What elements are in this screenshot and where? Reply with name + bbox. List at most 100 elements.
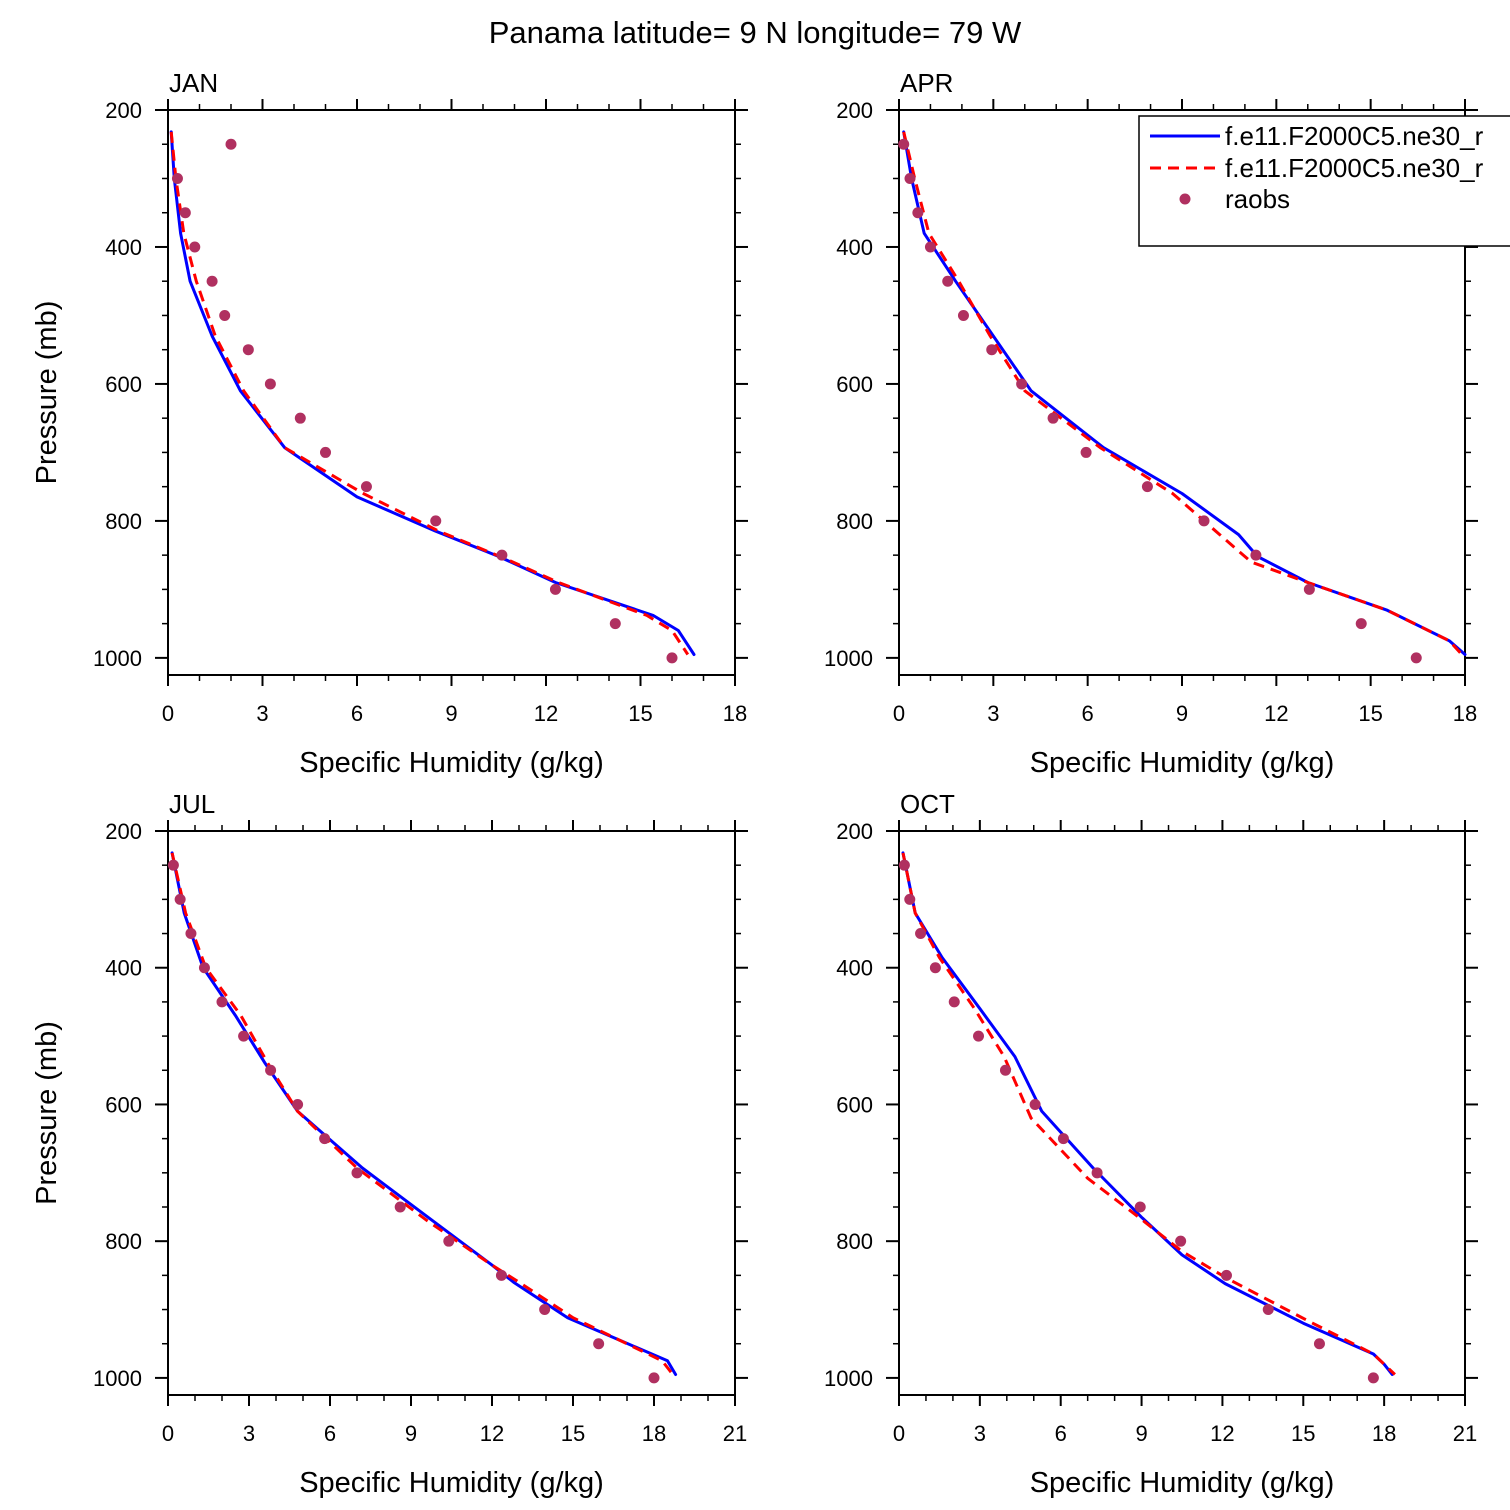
- x-axis-label: Specific Humidity (g/kg): [1030, 747, 1335, 779]
- raobs-point: [320, 446, 331, 458]
- y-axis-label: Pressure (mb): [31, 1021, 63, 1205]
- raobs-point: [167, 859, 179, 871]
- raobs-point: [264, 378, 276, 390]
- raobs-point: [1367, 1372, 1379, 1384]
- raobs-point: [496, 549, 508, 561]
- x-tick-label: 18: [1453, 701, 1477, 726]
- raobs-point: [912, 207, 924, 219]
- x-tick-label: 0: [893, 701, 905, 726]
- raobs-point: [394, 1201, 406, 1213]
- raobs-point: [351, 1167, 363, 1179]
- y-tick-label: 1000: [824, 1366, 873, 1391]
- model-solid-line: [169, 130, 696, 656]
- raobs-point: [1220, 1269, 1232, 1281]
- plot-frame: [167, 109, 736, 676]
- raobs-point: [430, 515, 442, 527]
- raobs-point: [924, 241, 936, 253]
- y-tick-label: 400: [105, 956, 142, 981]
- raobs-point: [539, 1304, 551, 1316]
- raobs-point: [1198, 515, 1210, 527]
- panel-jan: 0 3 6 9 12 15 18 200 400 600 800 1000 JAN Specific Hu…: [31, 68, 748, 779]
- y-tick-label: 1000: [93, 1366, 142, 1391]
- raobs-point: [1250, 549, 1262, 561]
- legend: f.e11.F2000C5.ne30_rf.e11.F2000C5.ne30_r…: [1138, 115, 1510, 247]
- x-tick-label: 15: [628, 701, 652, 726]
- panel-jul: 0 3 6 9 12 15 18 21 200 400 600 800 1000 JUL Specific …: [31, 789, 748, 1499]
- x-tick-label: 15: [1291, 1421, 1315, 1446]
- raobs-point: [198, 962, 210, 974]
- panel-apr: 0 3 6 9 12 15 18 200 400 600 800 1000 APR Specific Hu…: [824, 68, 1478, 779]
- raobs-point: [179, 207, 191, 219]
- raobs-point: [999, 1064, 1011, 1076]
- x-axis-label: Specific Humidity (g/kg): [1030, 1467, 1335, 1499]
- raobs-point: [549, 583, 561, 595]
- figure-title: Panama latitude= 9 N longitude= 79 W: [489, 15, 1022, 50]
- model-solid-line: [901, 851, 1394, 1376]
- y-tick-label: 1000: [93, 646, 142, 671]
- panel-oct: 0 3 6 9 12 15 18 21 200 400 600 800 1000 OCT Specific …: [824, 789, 1478, 1499]
- raobs-point: [1047, 412, 1059, 424]
- raobs-point: [1057, 1133, 1069, 1145]
- panel-label: APR: [900, 68, 953, 98]
- raobs-point: [1134, 1201, 1146, 1213]
- x-tick-label: 9: [1176, 701, 1188, 726]
- y-tick-label: 800: [105, 1229, 142, 1254]
- y-tick-label: 200: [836, 98, 873, 123]
- raobs-point: [904, 172, 916, 184]
- y-tick-label: 200: [836, 819, 873, 844]
- y-tick-label: 600: [105, 1092, 142, 1117]
- raobs-point: [1410, 652, 1422, 664]
- raobs-point: [443, 1235, 455, 1247]
- raobs-point: [915, 928, 927, 940]
- y-tick-label: 800: [836, 509, 873, 534]
- y-tick-label: 400: [836, 235, 873, 260]
- panel-label: JAN: [169, 68, 218, 98]
- raobs-point: [1141, 481, 1153, 493]
- raobs-point: [319, 1133, 331, 1145]
- raobs-point: [495, 1269, 507, 1281]
- x-tick-label: 6: [324, 1421, 336, 1446]
- raobs-point: [898, 138, 910, 150]
- raobs-point: [219, 309, 231, 321]
- raobs-point: [294, 412, 306, 424]
- raobs-point: [242, 344, 254, 356]
- x-tick-label: 21: [1453, 1421, 1477, 1446]
- x-tick-label: 18: [723, 701, 747, 726]
- x-tick-label: 21: [723, 1421, 747, 1446]
- raobs-point: [957, 309, 969, 321]
- legend-entry: raobs: [1225, 184, 1290, 214]
- model-solid-line: [170, 851, 678, 1376]
- raobs-point: [185, 928, 197, 940]
- model-dashed-line: [170, 852, 675, 1376]
- raobs-point: [1080, 446, 1092, 458]
- x-tick-label: 12: [1264, 701, 1288, 726]
- raobs-point: [986, 344, 998, 356]
- raobs-point: [1262, 1304, 1274, 1316]
- x-tick-label: 18: [1372, 1421, 1396, 1446]
- y-tick-label: 1000: [824, 646, 873, 671]
- raobs-point: [1016, 378, 1028, 390]
- y-tick-label: 800: [105, 509, 142, 534]
- x-tick-label: 0: [893, 1421, 905, 1446]
- raobs-point: [1175, 1235, 1187, 1247]
- raobs-point: [225, 138, 237, 150]
- raobs-point: [593, 1338, 605, 1350]
- raobs-point: [973, 1030, 985, 1042]
- y-tick-label: 600: [836, 1092, 873, 1117]
- x-tick-label: 6: [1082, 701, 1094, 726]
- x-tick-label: 6: [351, 701, 363, 726]
- raobs-point: [265, 1064, 277, 1076]
- panel-label: OCT: [900, 789, 955, 819]
- raobs-point: [1355, 618, 1367, 630]
- x-tick-label: 12: [480, 1421, 504, 1446]
- model-dashed-line: [902, 131, 1464, 656]
- x-tick-label: 3: [974, 1421, 986, 1446]
- model-dashed-line: [169, 131, 690, 656]
- legend-entry: f.e11.F2000C5.ne30_r: [1225, 153, 1484, 183]
- raobs-point: [206, 275, 218, 287]
- y-axis-label: Pressure (mb): [31, 301, 63, 485]
- raobs-point: [666, 652, 678, 664]
- y-tick-label: 600: [105, 372, 142, 397]
- raobs-point: [189, 241, 201, 253]
